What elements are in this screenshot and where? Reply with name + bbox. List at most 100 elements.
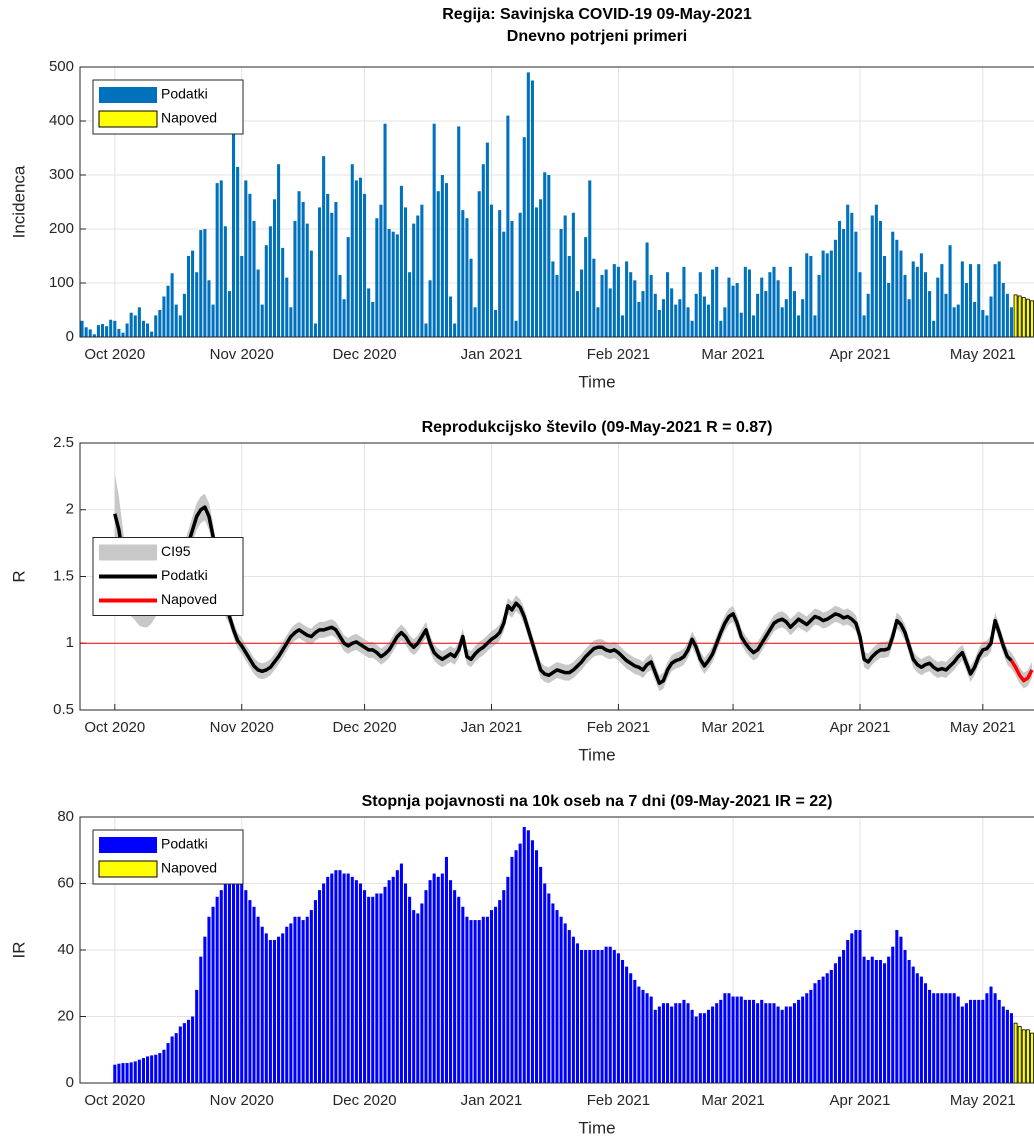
bar <box>870 956 874 1083</box>
bar <box>317 890 322 1083</box>
bar <box>952 993 956 1083</box>
bar <box>137 1059 141 1083</box>
bar <box>502 231 506 337</box>
bar <box>227 291 231 337</box>
bar <box>899 250 903 337</box>
bar <box>252 220 256 337</box>
bar <box>801 996 805 1083</box>
x-axis-label: Time <box>578 1118 615 1137</box>
bar <box>420 903 424 1083</box>
bar <box>432 873 436 1083</box>
bar <box>342 299 346 337</box>
bar <box>768 1003 772 1083</box>
x-tick-label: Jan 2021 <box>461 1092 523 1109</box>
bar <box>837 956 842 1083</box>
bar <box>408 272 412 337</box>
y-axis-label: Incidenca <box>9 165 28 238</box>
bar <box>252 906 256 1083</box>
bar <box>391 876 395 1083</box>
bar <box>334 202 338 337</box>
bar <box>1009 1013 1014 1083</box>
bar <box>543 172 547 337</box>
bar <box>563 215 567 337</box>
bar <box>526 72 530 338</box>
bar <box>633 979 637 1083</box>
chart-subtitle: Dnevno potrjeni primeri <box>507 28 687 45</box>
chart-title: Regija: Savinjska COVID-19 09-May-2021 <box>442 6 752 23</box>
bar <box>661 299 665 337</box>
bar <box>604 946 608 1083</box>
bar <box>481 164 485 337</box>
bar <box>625 261 629 337</box>
bar <box>498 900 502 1083</box>
bar <box>776 1006 780 1083</box>
bar <box>424 890 428 1083</box>
bar <box>363 890 367 1083</box>
bar <box>666 1003 670 1083</box>
bar <box>559 229 563 337</box>
bar <box>354 880 358 1083</box>
bar <box>449 296 453 337</box>
bar <box>678 299 682 337</box>
bar <box>977 264 981 337</box>
x-tick-label: Apr 2021 <box>830 1092 891 1109</box>
x-axis-label: Time <box>578 745 615 764</box>
y-tick-label: 0 <box>66 328 74 345</box>
bar <box>473 307 477 337</box>
bar <box>964 1003 968 1083</box>
bar <box>690 320 694 337</box>
bar <box>928 291 932 337</box>
bar <box>88 329 92 337</box>
bar <box>571 936 575 1083</box>
bar <box>146 323 150 337</box>
bar <box>711 1006 715 1083</box>
bar <box>313 323 317 337</box>
bar <box>444 856 448 1083</box>
bar <box>506 876 510 1083</box>
bar <box>739 996 743 1083</box>
bar <box>629 973 633 1083</box>
bar <box>764 291 768 337</box>
bar <box>199 956 203 1083</box>
x-tick-label: Dec 2020 <box>332 346 396 363</box>
bar <box>395 870 399 1083</box>
x-tick-label: Dec 2020 <box>332 1092 396 1109</box>
bar <box>723 307 727 337</box>
bar <box>915 973 919 1083</box>
panel: Regija: Savinjska COVID-19 09-May-2021 Dn… <box>9 6 1034 391</box>
bar <box>563 923 567 1083</box>
bar <box>100 324 105 337</box>
x-tick-label: Mar 2021 <box>701 1092 764 1109</box>
x-tick-label: Jan 2021 <box>461 346 523 363</box>
x-tick-label: Oct 2020 <box>84 1092 145 1109</box>
legend-text: Podatki <box>161 86 208 102</box>
bar <box>797 315 801 337</box>
bar <box>182 293 186 337</box>
bar <box>412 223 416 337</box>
bar <box>322 156 326 337</box>
bar <box>322 883 326 1083</box>
bar <box>387 880 391 1083</box>
bar <box>641 291 645 337</box>
bar <box>440 873 444 1083</box>
bar <box>264 245 268 337</box>
bar <box>936 277 940 337</box>
legend-text: Podatki <box>161 567 208 583</box>
chart-title: Stopnja pojavnosti na 10k oseb na 7 dni … <box>362 793 833 810</box>
bar <box>174 304 178 337</box>
bar <box>1025 1029 1030 1084</box>
bar <box>641 989 645 1083</box>
bar <box>588 180 592 337</box>
bar <box>534 850 539 1083</box>
y-tick-label: 0.5 <box>53 701 74 718</box>
bar <box>600 950 604 1083</box>
bar <box>575 943 580 1083</box>
bar <box>891 946 895 1083</box>
bar <box>277 936 281 1083</box>
bar <box>203 936 207 1083</box>
bar <box>964 283 968 337</box>
bar <box>559 916 563 1083</box>
bar <box>760 277 764 337</box>
bar <box>330 873 334 1083</box>
bar <box>129 1062 133 1083</box>
